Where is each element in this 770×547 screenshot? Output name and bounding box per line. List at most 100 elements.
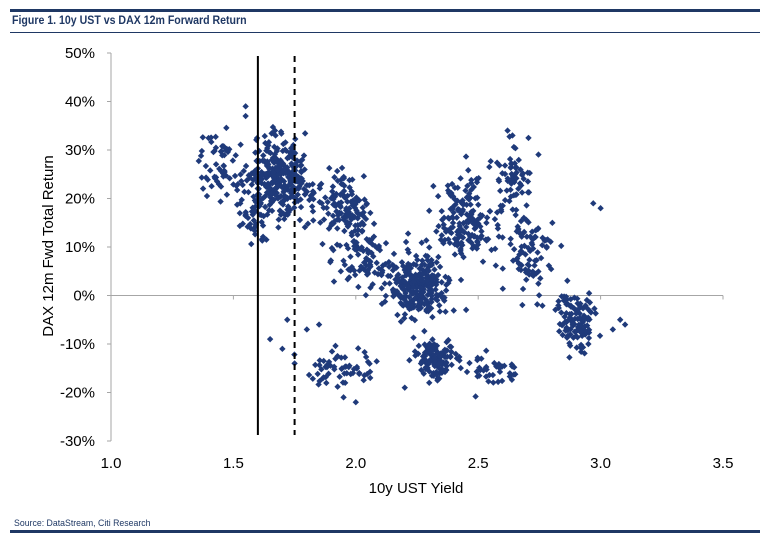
data-point <box>516 180 524 187</box>
data-point <box>436 308 444 315</box>
data-point <box>577 348 585 356</box>
data-point <box>564 277 571 284</box>
y-axis-label: DAX 12m Fwd Total Return <box>40 155 57 336</box>
data-point <box>426 244 433 251</box>
x-tick-label: 3.0 <box>590 455 611 472</box>
data-point <box>471 232 478 240</box>
data-point <box>367 374 374 382</box>
data-point <box>465 236 472 244</box>
data-point <box>304 220 312 227</box>
data-point <box>475 174 482 182</box>
data-point <box>278 130 285 137</box>
data-point <box>415 342 423 350</box>
data-point <box>378 271 385 279</box>
data-point <box>566 354 573 361</box>
data-point <box>279 345 286 353</box>
data-point <box>211 147 218 155</box>
data-point <box>341 370 348 377</box>
data-point <box>297 175 304 182</box>
data-point <box>450 307 457 314</box>
data-point <box>246 174 254 181</box>
data-point <box>242 162 250 170</box>
data-point <box>294 191 301 198</box>
data-point <box>470 242 477 250</box>
data-point <box>355 197 363 204</box>
data-point <box>508 170 515 178</box>
data-point <box>574 295 581 302</box>
data-point <box>348 229 355 237</box>
data-point <box>364 266 372 274</box>
data-point <box>438 232 445 239</box>
data-point <box>330 192 337 199</box>
data-point <box>436 263 444 271</box>
data-point <box>517 266 525 274</box>
data-point <box>266 335 274 343</box>
data-point <box>334 212 342 219</box>
data-point <box>579 318 587 326</box>
data-point <box>226 175 233 182</box>
data-point <box>448 361 455 369</box>
data-point <box>275 162 283 170</box>
data-point <box>268 156 276 164</box>
data-point <box>270 169 277 176</box>
x-tick-label: 3.5 <box>713 455 734 472</box>
data-point <box>494 225 502 232</box>
data-point <box>284 316 291 323</box>
data-point <box>571 306 579 313</box>
data-point <box>221 167 228 174</box>
data-point <box>414 350 422 357</box>
data-point <box>518 189 526 196</box>
data-point <box>405 261 412 268</box>
data-point <box>208 138 215 146</box>
data-point <box>362 353 370 361</box>
data-point <box>504 127 511 134</box>
data-point <box>585 334 593 342</box>
data-point <box>337 203 344 211</box>
data-point <box>503 187 511 194</box>
data-point <box>497 187 504 195</box>
data-point <box>230 181 237 188</box>
data-point <box>523 216 530 224</box>
data-point <box>547 265 555 273</box>
data-point <box>309 375 317 382</box>
data-point <box>300 185 308 193</box>
data-point <box>344 245 352 252</box>
data-point <box>457 364 464 372</box>
data-point <box>328 195 335 202</box>
data-point <box>276 207 284 215</box>
data-point <box>223 124 230 132</box>
data-point <box>349 202 356 209</box>
data-point <box>566 340 573 347</box>
data-point <box>468 210 475 218</box>
data-point <box>338 176 345 183</box>
data-point <box>475 201 482 208</box>
data-point <box>519 301 526 309</box>
data-point <box>464 182 471 190</box>
data-point <box>240 167 247 175</box>
data-point <box>400 286 408 293</box>
data-point <box>485 378 492 385</box>
data-point <box>271 185 278 193</box>
data-point <box>242 112 249 120</box>
data-point <box>260 212 267 220</box>
data-point <box>418 271 426 278</box>
data-point <box>451 251 459 258</box>
data-point <box>572 310 580 317</box>
data-point <box>512 164 519 172</box>
data-point <box>435 253 442 261</box>
data-point <box>390 293 397 300</box>
data-point <box>328 348 336 355</box>
data-point <box>499 285 507 292</box>
data-point <box>516 230 524 237</box>
data-point <box>539 234 546 242</box>
data-point <box>574 300 581 307</box>
data-point <box>222 147 230 154</box>
data-point <box>401 315 408 322</box>
data-point <box>430 182 437 190</box>
data-point <box>336 216 343 224</box>
data-point <box>412 294 419 302</box>
data-point <box>346 176 353 184</box>
y-tick-label: -20% <box>60 385 95 402</box>
data-point <box>317 219 324 226</box>
data-point <box>420 289 427 296</box>
